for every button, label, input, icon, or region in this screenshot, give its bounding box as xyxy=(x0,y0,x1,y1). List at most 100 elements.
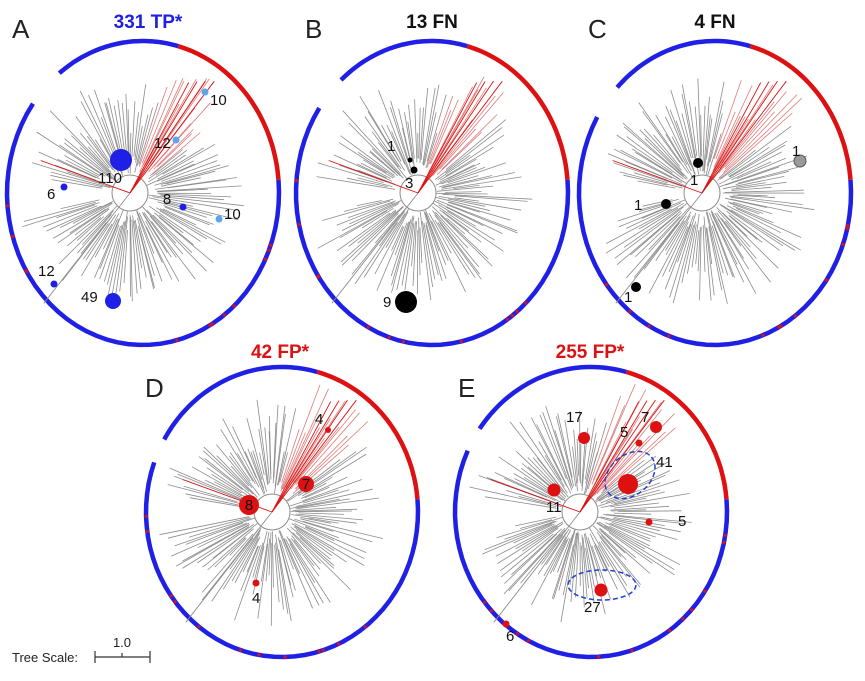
tree-branch xyxy=(371,148,401,177)
tree-branch xyxy=(716,212,742,247)
tree-branch-red xyxy=(601,427,676,494)
tree-branch xyxy=(103,218,119,250)
tree-branch xyxy=(229,452,251,482)
tree-branch xyxy=(706,81,725,167)
tree-branch xyxy=(626,136,684,180)
tree-branch xyxy=(58,205,118,264)
tree-branch xyxy=(134,84,147,161)
tree-branch xyxy=(431,206,489,260)
tree-branch-red xyxy=(292,438,325,483)
tree-branch xyxy=(166,200,193,207)
tree-branch xyxy=(583,441,598,495)
tree-branch xyxy=(709,113,723,163)
tree-branch xyxy=(494,472,556,501)
tree-branch xyxy=(292,506,337,511)
tree-branch xyxy=(408,104,415,159)
tree-branch xyxy=(418,217,421,276)
tree-branch xyxy=(616,210,682,266)
tree-branch xyxy=(732,194,776,199)
tree-branch xyxy=(722,212,748,237)
tree-branch xyxy=(86,135,114,171)
tree-branch xyxy=(633,172,668,184)
tree-branch-red xyxy=(718,91,787,174)
tree-branch xyxy=(439,175,479,188)
tree-branch xyxy=(539,414,567,480)
tree-branch xyxy=(268,532,272,576)
tree-branch xyxy=(623,174,668,186)
tree-branch xyxy=(700,114,702,157)
tree-branch xyxy=(625,161,668,180)
tree-branch xyxy=(545,405,572,486)
ring-red-fleck xyxy=(210,322,214,326)
tree-branch xyxy=(605,207,679,254)
tree-branch xyxy=(485,496,557,509)
tree-branch xyxy=(515,516,557,527)
tree-branch xyxy=(59,201,114,228)
tree-branch-red xyxy=(715,111,736,160)
tree-branch xyxy=(520,529,566,584)
tree-branch xyxy=(569,533,578,585)
tree-branch xyxy=(411,221,416,267)
tree-branch xyxy=(499,527,559,572)
tree-branch xyxy=(386,124,406,165)
tree-branch xyxy=(648,215,691,294)
tree-branch xyxy=(584,418,596,480)
tree-branch xyxy=(391,131,411,174)
tree-branch-red xyxy=(601,401,662,483)
tree-branch xyxy=(469,486,557,507)
tree-branch xyxy=(513,523,555,544)
tree-branch xyxy=(606,208,672,244)
tree-branch xyxy=(360,162,391,179)
tree-branch xyxy=(681,113,694,159)
tree-branch xyxy=(545,528,570,565)
ring-red-fleck xyxy=(222,313,226,317)
tree-branch xyxy=(706,228,713,265)
marker-label: 1 xyxy=(387,138,395,155)
tree-branch xyxy=(211,527,262,602)
tree-branch xyxy=(367,111,399,162)
tree-branch xyxy=(531,529,572,606)
panel-a-ring xyxy=(4,38,282,348)
tree-long-red-branch xyxy=(701,82,762,194)
tree-branch xyxy=(69,208,106,234)
tree-branch xyxy=(257,543,269,619)
tree-branch xyxy=(342,110,401,174)
tree-branch xyxy=(42,205,98,228)
ring-red-fleck xyxy=(24,269,28,273)
tree-branch xyxy=(610,493,690,508)
tree-branch-red xyxy=(280,384,321,489)
tree-branch xyxy=(454,195,528,202)
tree-branch xyxy=(258,429,269,485)
ring-red-fleck xyxy=(401,340,405,344)
tree-branch xyxy=(731,161,772,181)
tree-branch-red xyxy=(599,416,640,481)
tree-branch xyxy=(642,111,681,164)
tree-branch xyxy=(146,163,195,186)
tree-branch xyxy=(622,122,687,180)
tree-branch-red xyxy=(719,119,756,169)
tree-branch-red xyxy=(153,102,211,167)
tree-branch xyxy=(308,517,339,524)
tree-branch xyxy=(665,220,685,251)
tree-branch xyxy=(610,505,670,511)
tree-branch xyxy=(302,479,362,502)
ring-red-fleck xyxy=(505,317,510,321)
tree-branch xyxy=(423,210,447,280)
tree-branch xyxy=(589,533,608,571)
tree-branch xyxy=(167,484,240,504)
tree-branch xyxy=(242,536,261,572)
tree-branch xyxy=(711,225,729,276)
tree-long-red-branch xyxy=(129,80,206,194)
tree-branch xyxy=(142,213,168,253)
tree-branch-red xyxy=(427,89,479,176)
tree-branch xyxy=(222,530,261,590)
tree-branch xyxy=(268,415,272,475)
tree-branch xyxy=(169,467,247,502)
panel-b: B 13 FN 1 3 9 xyxy=(293,12,571,348)
marker-circle xyxy=(578,432,590,444)
tree-branch-red xyxy=(439,128,476,170)
tree-branch xyxy=(254,530,268,580)
tree-branch xyxy=(204,458,254,498)
marker-circle xyxy=(215,215,223,223)
tree-long-red-branch xyxy=(417,80,494,194)
